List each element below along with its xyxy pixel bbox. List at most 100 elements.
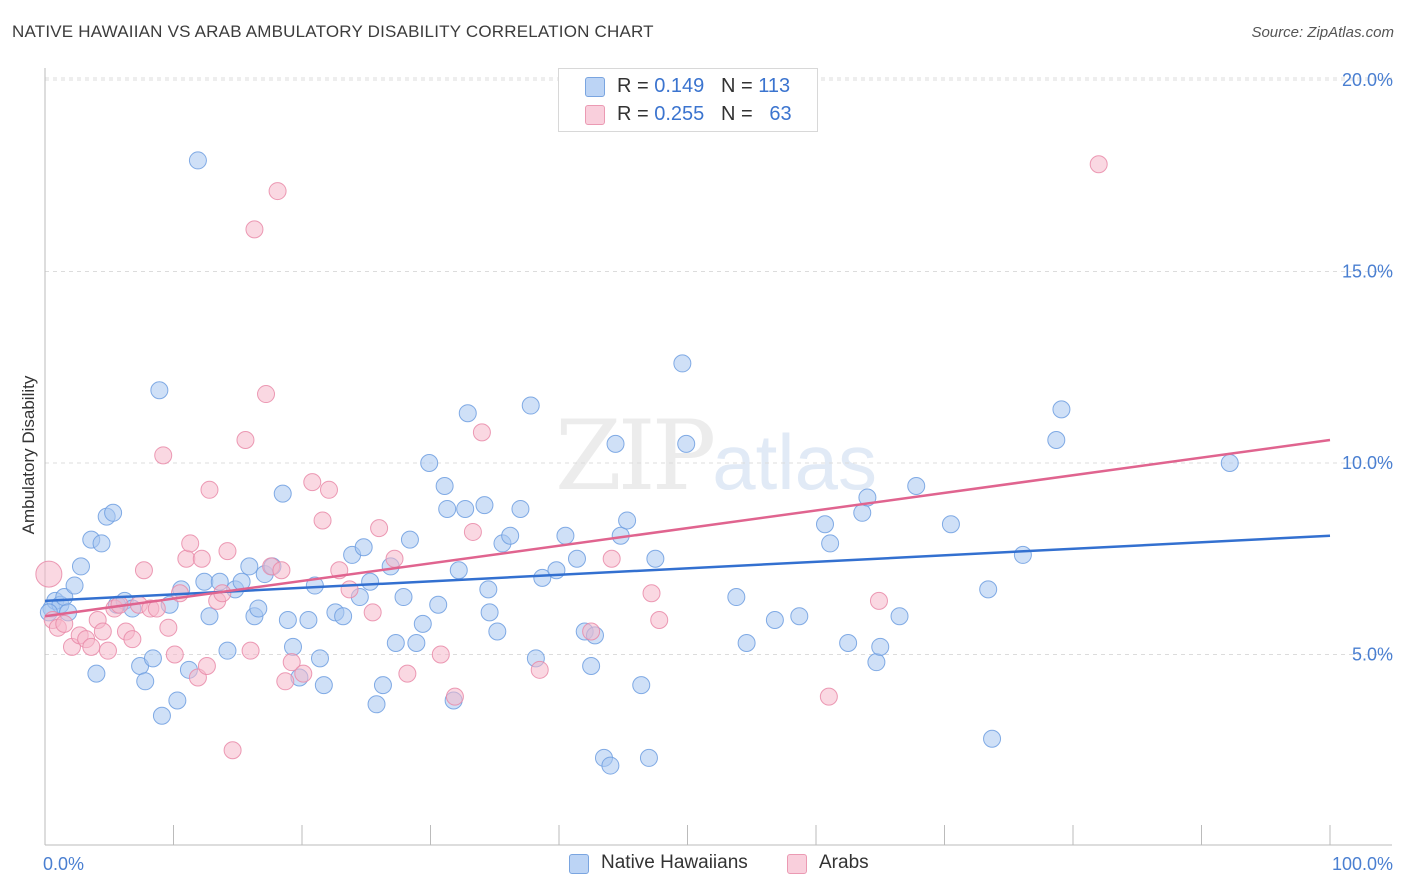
arabs-point (313, 511, 332, 530)
correlation-legend: R = 0.149 N = 113 R = 0.255 N = 63 (558, 68, 818, 132)
legend-n-label: N = (720, 75, 753, 97)
native-hawaiians-point (867, 653, 886, 672)
native-hawaiians-point (278, 611, 297, 630)
native-hawaiians-point (65, 576, 84, 595)
watermark: ZIPatlas (555, 400, 877, 512)
native-hawaiians-point (458, 404, 477, 423)
native-hawaiians-point (480, 603, 499, 622)
arabs-point (642, 584, 661, 603)
arabs-point (35, 560, 63, 588)
native-hawaiians-point (839, 634, 858, 653)
arabs-point (582, 622, 601, 641)
arabs-point (268, 182, 287, 201)
x-tick-label: 0.0% (43, 854, 84, 874)
native-hawaiians-point (639, 748, 658, 767)
native-hawaiians-point (601, 756, 620, 775)
arabs-trend-line (44, 438, 1331, 618)
native-hawaiians-point (821, 534, 840, 553)
native-hawaiians-trend-line (44, 534, 1331, 603)
arabs-point (319, 480, 338, 499)
native-hawaiians-point (501, 526, 520, 545)
native-hawaiians-point (143, 649, 162, 668)
legend-swatch-pink (585, 105, 605, 125)
native-hawaiians-point (218, 641, 237, 660)
arabs-point (445, 687, 464, 706)
legend-n-label: N = (720, 103, 753, 125)
arabs-point (245, 220, 264, 239)
native-hawaiians-point (420, 454, 439, 472)
native-hawaiians-point (673, 354, 692, 373)
y-tick-label: 20.0% (1342, 70, 1393, 90)
native-hawaiians-point (367, 695, 386, 714)
native-hawaiians-point (394, 588, 413, 607)
watermark-zip: ZIP (555, 400, 716, 512)
native-hawaiians-point (815, 515, 834, 534)
arabs-point (55, 614, 74, 633)
arabs-point (294, 664, 313, 683)
arabs-point (197, 656, 216, 675)
bottom-legend-label: Arabs (819, 852, 869, 873)
native-hawaiians-point (373, 676, 392, 695)
native-hawaiians-point (1013, 545, 1032, 564)
native-hawaiians-point (790, 607, 809, 626)
source-label: Source: ZipAtlas.com (1251, 24, 1394, 41)
native-hawaiians-point (92, 534, 111, 553)
arabs-point (869, 591, 888, 610)
y-tick-label: 15.0% (1342, 262, 1393, 282)
arabs-point (154, 446, 173, 465)
arabs-point (123, 630, 142, 649)
arabs-point (165, 645, 184, 664)
native-hawaiians-point (983, 729, 1002, 748)
bottom-legend-label: Native Hawaiians (601, 852, 748, 873)
native-hawaiians-point (284, 637, 303, 656)
native-hawaiians-point (488, 622, 507, 641)
arabs-point (200, 480, 219, 499)
legend-swatch-blue (585, 77, 605, 97)
native-hawaiians-point (195, 572, 214, 591)
legend-r-value: 0.255 (654, 103, 705, 125)
arabs-point (303, 473, 322, 492)
arabs-point (463, 522, 482, 541)
legend-r-value: 0.149 (654, 75, 705, 97)
arabs-point (177, 549, 196, 568)
native-hawaiians-point (314, 676, 333, 695)
native-hawaiians-point (618, 511, 637, 530)
native-hawaiians-point (104, 503, 123, 522)
arabs-point (257, 385, 276, 404)
native-hawaiians-point (429, 595, 448, 614)
native-hawaiians-point (240, 557, 259, 576)
native-hawaiians-point (150, 381, 169, 400)
native-hawaiians-point (479, 580, 498, 599)
arabs-point (602, 549, 621, 568)
bottom-legend-swatch-pink (787, 854, 807, 874)
arabs-point (134, 561, 153, 580)
native-hawaiians-point (249, 599, 268, 618)
native-hawaiians-point (941, 515, 960, 534)
arabs-point (398, 664, 417, 683)
native-hawaiians-point (521, 396, 540, 415)
arabs-point (236, 431, 255, 450)
arabs-point (530, 660, 549, 679)
native-hawaiians-point (606, 434, 625, 453)
native-hawaiians-point (407, 634, 426, 653)
arabs-point (241, 641, 260, 660)
native-hawaiians-point (1052, 400, 1071, 419)
trend-lines (44, 438, 1331, 618)
legend-r-label: R = (617, 75, 649, 97)
arabs-point (82, 637, 101, 656)
legend-r-label: R = (617, 103, 649, 125)
arabs-point (276, 672, 295, 691)
native-hawaiians-point (511, 499, 530, 518)
native-hawaiians-point (871, 637, 890, 656)
native-hawaiians-point (853, 503, 872, 522)
native-hawaiians-point (299, 611, 318, 630)
native-hawaiians-point (334, 607, 353, 626)
native-hawaiians-point (727, 588, 746, 607)
y-tick-label: 5.0% (1352, 645, 1393, 665)
native-hawaiians-point (1220, 454, 1239, 472)
native-hawaiians-point (890, 607, 909, 626)
native-hawaiians-point (475, 496, 494, 515)
native-hawaiians-point (907, 476, 926, 495)
arabs-point (159, 618, 178, 637)
native-hawaiians-point (567, 549, 586, 568)
